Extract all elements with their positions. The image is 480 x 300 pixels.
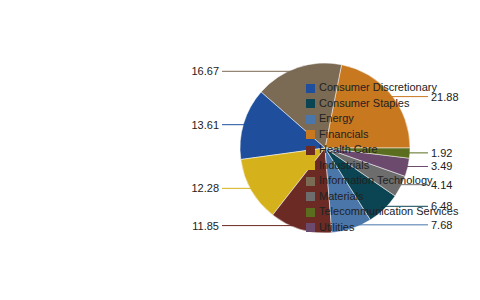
svg-text:13.61: 13.61 xyxy=(191,119,219,131)
svg-text:16.67: 16.67 xyxy=(191,65,219,77)
svg-text:3.49: 3.49 xyxy=(431,160,452,172)
svg-text:21.88: 21.88 xyxy=(431,91,459,103)
svg-text:1.92: 1.92 xyxy=(431,147,452,159)
svg-text:11.85: 11.85 xyxy=(192,220,219,232)
svg-text:12.28: 12.28 xyxy=(191,182,219,194)
svg-text:7.68: 7.68 xyxy=(431,219,452,231)
svg-text:4.14: 4.14 xyxy=(431,179,452,191)
svg-text:6.48: 6.48 xyxy=(431,200,452,212)
